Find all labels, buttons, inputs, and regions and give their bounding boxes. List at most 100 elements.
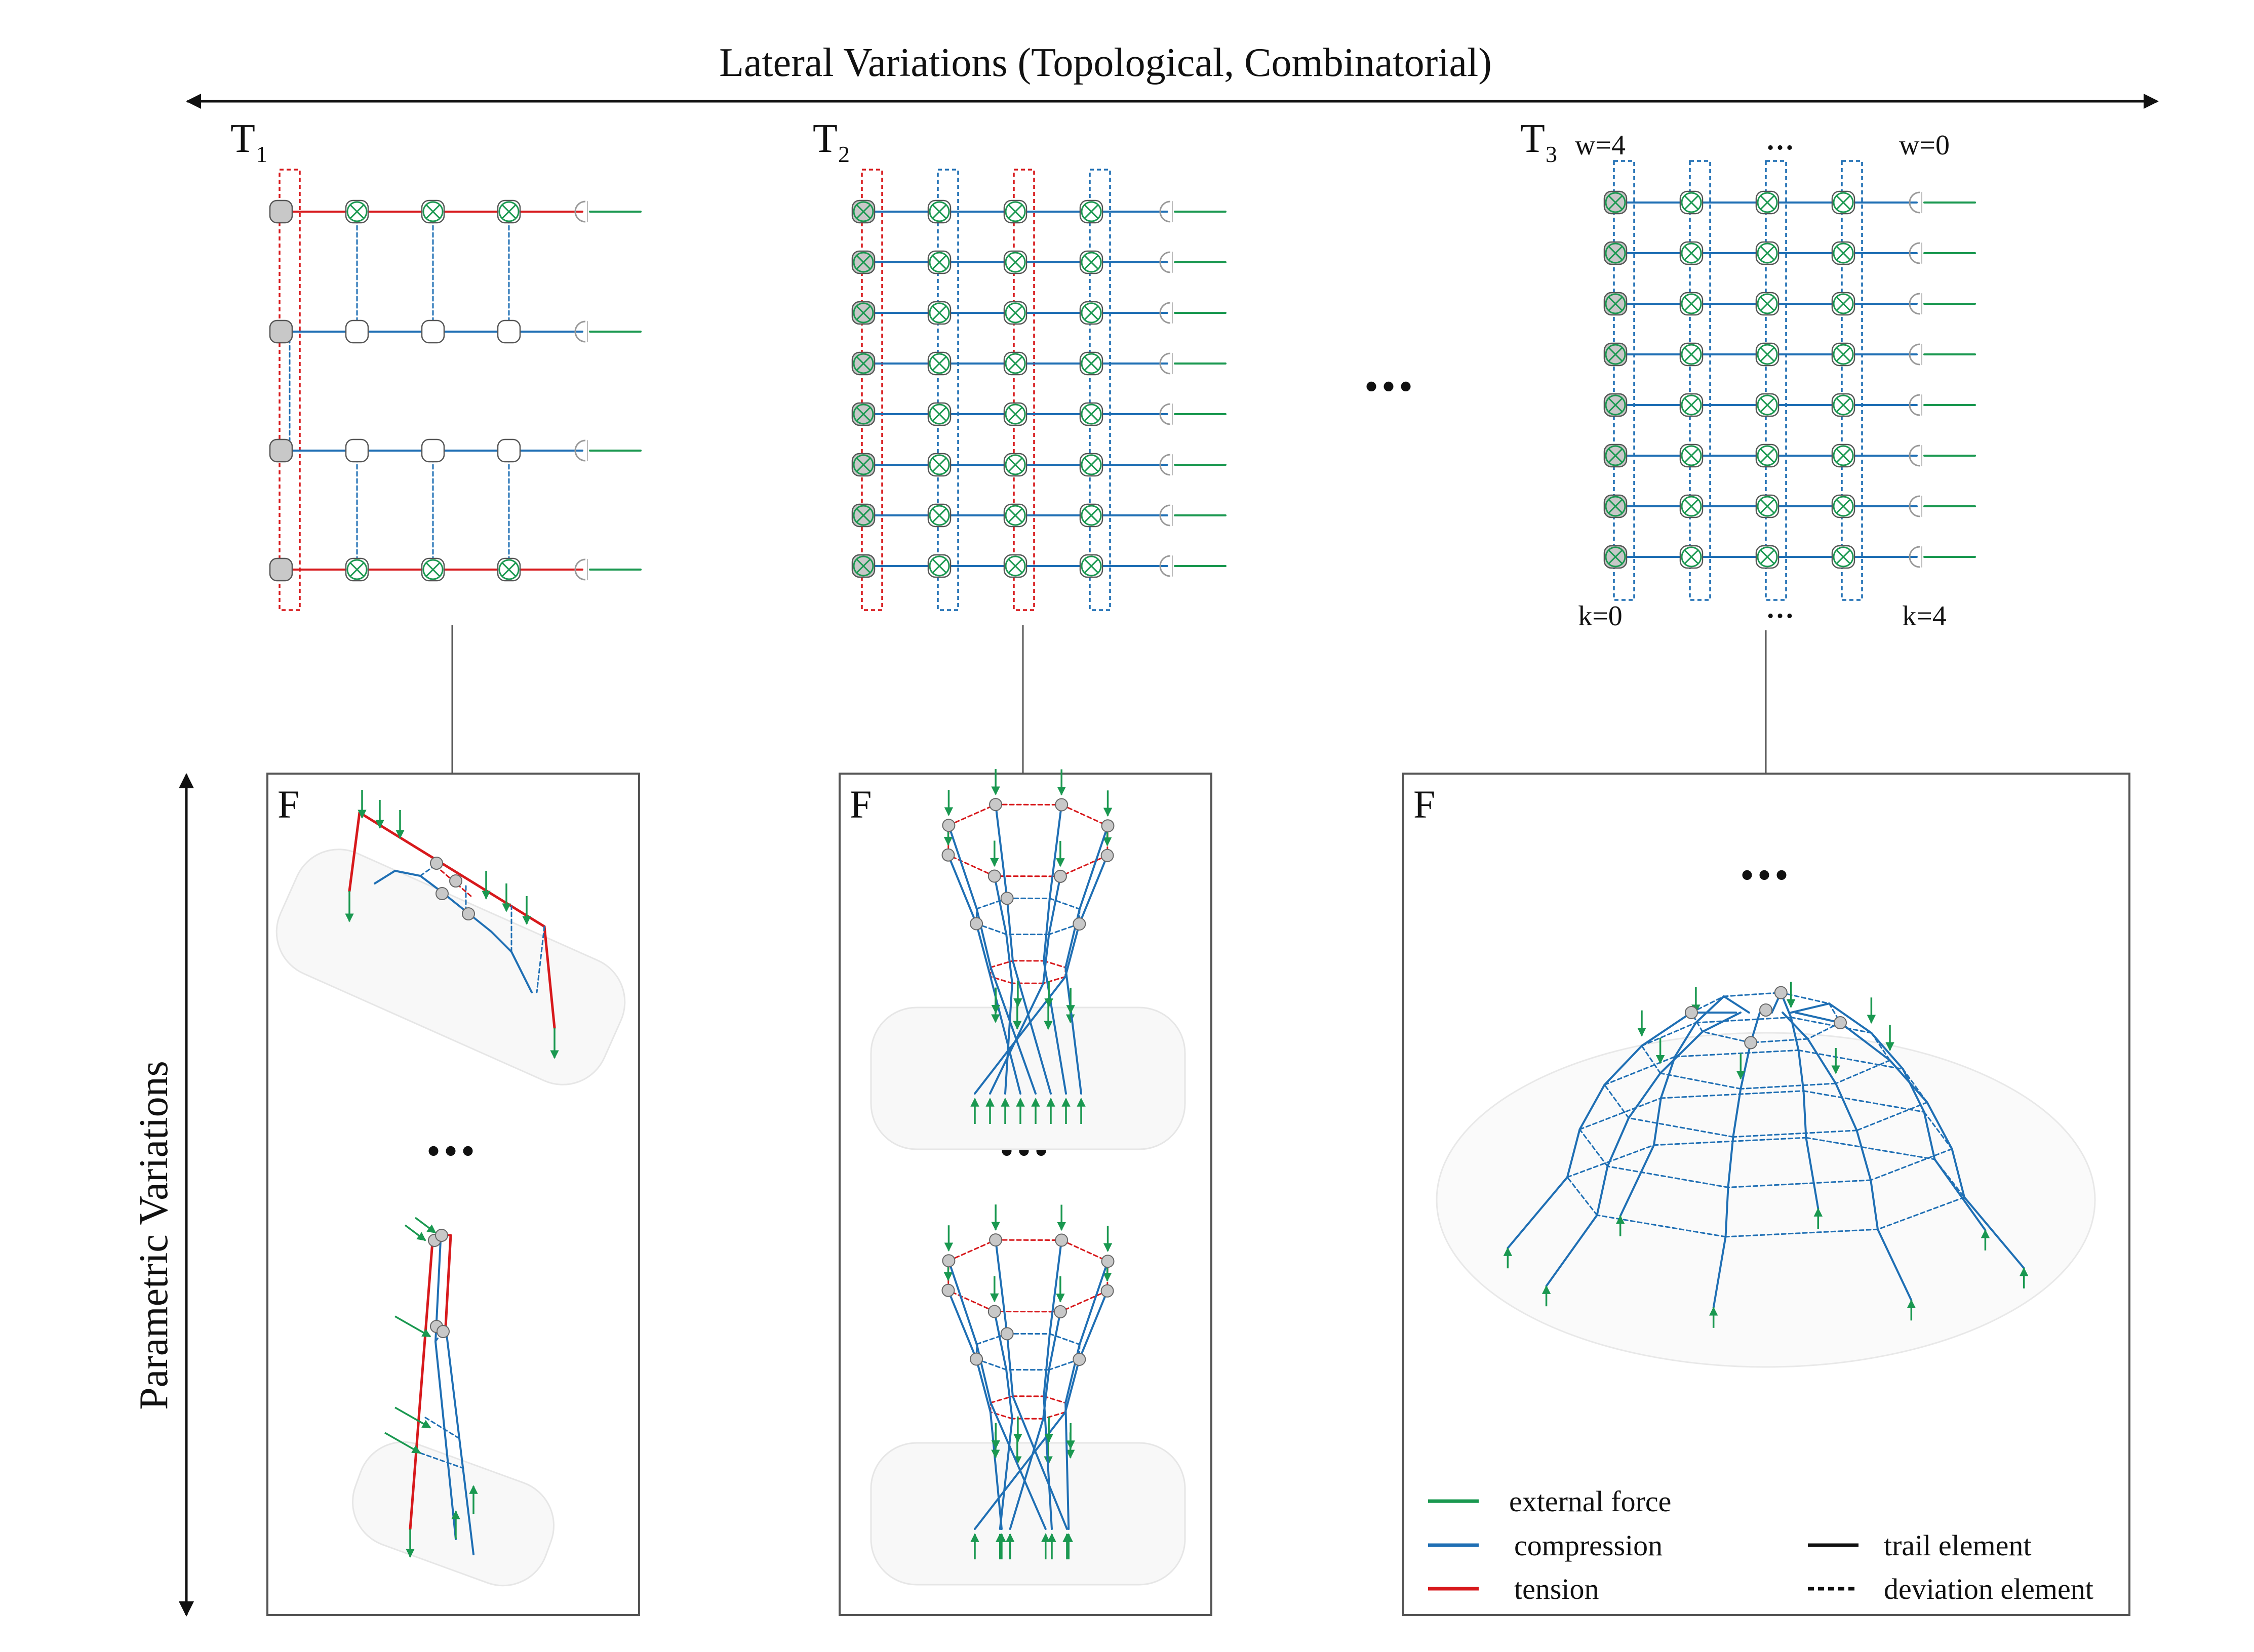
- trail-edge: [419, 875, 442, 892]
- legend: external force compression tension trail…: [1428, 1485, 2093, 1605]
- load-symbol: [1833, 243, 1854, 264]
- trail-edge: [947, 1289, 978, 1360]
- trail-edge: [1877, 1228, 1913, 1302]
- deviation-edge: [976, 897, 1008, 910]
- load-symbol: [929, 201, 950, 222]
- load-symbol: [346, 559, 368, 580]
- ellipsis-panel-1: •••: [426, 1129, 478, 1174]
- trail-edge: [1782, 1012, 1809, 1040]
- load-symbol: [929, 555, 950, 577]
- trail-edge: [993, 1310, 1008, 1371]
- ellipsis-topologies: •••: [1364, 365, 1416, 409]
- node: [437, 1325, 450, 1338]
- load-cross: [1760, 246, 1775, 261]
- deviation-group-compression: [1089, 169, 1111, 611]
- end-node: [1909, 445, 1920, 467]
- load-cross: [1836, 549, 1851, 565]
- trail-edge: [975, 1343, 992, 1404]
- load-cross: [1760, 347, 1775, 362]
- svg-text:3: 3: [1546, 141, 1557, 167]
- load-cross: [1084, 407, 1099, 422]
- load-symbol: [422, 201, 444, 222]
- node: [1100, 1284, 1114, 1298]
- trail-edge: [1048, 875, 1061, 936]
- load-cross: [425, 204, 441, 219]
- form-1-variant-a: [275, 790, 626, 1085]
- load-symbol: [1681, 243, 1702, 264]
- load-cross: [856, 457, 871, 472]
- trail-edge: [1712, 1235, 1727, 1309]
- load-cross: [1684, 296, 1699, 311]
- node: [941, 848, 955, 862]
- deviation-edge: [1732, 1130, 1858, 1138]
- legend-label-trail-element: trail element: [1884, 1529, 2031, 1562]
- deviation-edge: [1807, 1022, 1841, 1040]
- ground-plane: [870, 1442, 1186, 1586]
- deviation-edge: [1739, 1082, 1837, 1090]
- load-cross: [1760, 499, 1775, 514]
- load-symbol: [1605, 546, 1626, 568]
- trail-edge: [1005, 1368, 1013, 1420]
- trail-edge: [1064, 922, 1081, 978]
- trail-edge: [1606, 1117, 1630, 1167]
- trail-edge: [1507, 1176, 1568, 1250]
- deviation-edge: [1790, 1016, 1872, 1034]
- load-cross: [501, 204, 517, 219]
- deviation-edge: [947, 854, 996, 877]
- load-cross: [1008, 508, 1023, 523]
- trail-edge: [975, 908, 992, 969]
- trail-edge: [1011, 1395, 1068, 1530]
- trail-edge: [1805, 1137, 1820, 1210]
- load-symbol: [1081, 454, 1102, 475]
- load-cross: [932, 255, 947, 270]
- deviation-group-compression: [1765, 160, 1787, 601]
- trail-edge: [989, 1411, 1003, 1530]
- ellipsis-panel-3: •••: [1740, 853, 1792, 898]
- trail-edge: [1043, 897, 1051, 962]
- topology-label-t3: T 3: [1520, 116, 1557, 167]
- trail-edge: [1043, 959, 1067, 1095]
- form-3-dome: [1436, 982, 2096, 1368]
- form-panel-3: [1402, 773, 2130, 1616]
- trail-edge: [1739, 1041, 1752, 1090]
- trail-edge: [1048, 1310, 1061, 1371]
- load-cross: [856, 356, 871, 371]
- trail-edge: [1802, 1090, 1807, 1139]
- legend-label-deviation-element: deviation element: [1884, 1573, 2093, 1605]
- trail-edge: [1797, 1049, 1805, 1092]
- t3-k-right: k=4: [1902, 600, 1947, 632]
- trail-edge: [1064, 1358, 1081, 1414]
- support-node: [269, 557, 293, 582]
- load-cross: [932, 204, 947, 219]
- node: [1101, 1255, 1115, 1268]
- node: [942, 819, 956, 832]
- load-cross: [856, 305, 871, 320]
- end-node: [1159, 251, 1171, 273]
- load-symbol: [929, 353, 950, 374]
- trail-edge: [1009, 1418, 1045, 1530]
- trail-edge: [1006, 1333, 1014, 1397]
- load-cross: [1760, 195, 1775, 210]
- trail-edge: [975, 922, 992, 978]
- trail-edge: [409, 1234, 434, 1530]
- deviation-edge: [1870, 1032, 1891, 1061]
- trail-edge: [1078, 1260, 1109, 1346]
- force-arrow: [394, 1315, 431, 1338]
- deviation-edge: [1641, 1045, 1662, 1074]
- load-symbol: [1681, 394, 1702, 416]
- parametric-title: Parametric Variations: [132, 1061, 176, 1409]
- node: [1774, 986, 1788, 999]
- load-symbol: [1081, 201, 1102, 222]
- trail-edge: [1011, 959, 1052, 1095]
- load-symbol: [1757, 344, 1778, 365]
- deviation-group-tension: [279, 169, 301, 611]
- load-cross: [1684, 347, 1699, 362]
- t3-w-right: w=0: [1899, 130, 1950, 161]
- load-symbol: [1681, 192, 1702, 213]
- load-cross: [1760, 397, 1775, 413]
- end-node: [1909, 546, 1920, 568]
- load-symbol: [1681, 546, 1702, 568]
- load-cross: [1836, 397, 1851, 413]
- node: [345, 438, 369, 463]
- deviation-edge: [1043, 960, 1066, 969]
